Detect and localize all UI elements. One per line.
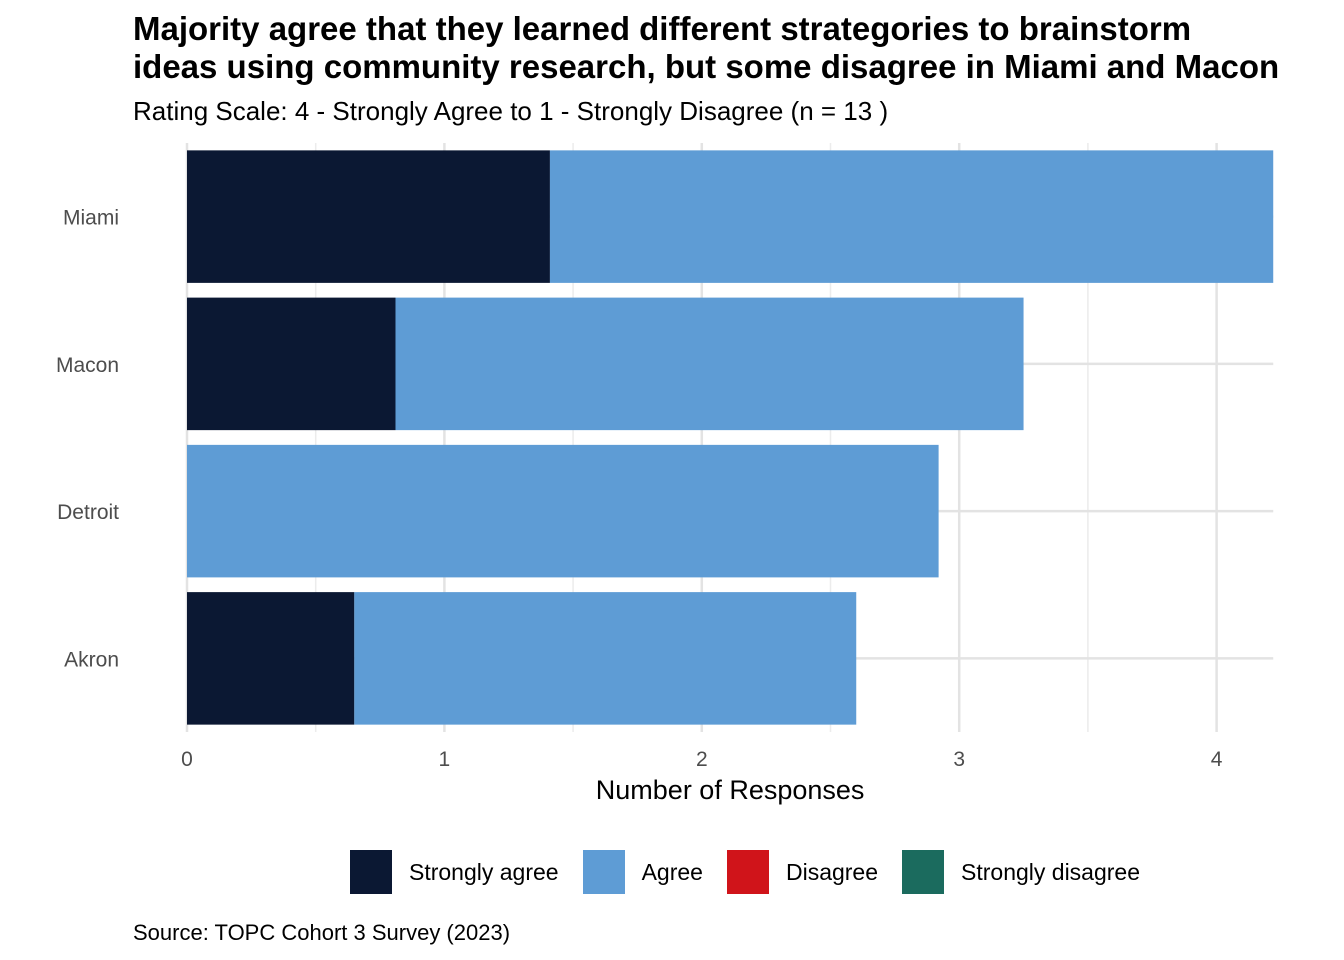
x-tick-label: 1 (439, 748, 451, 771)
legend-label-strongly-agree: Strongly agree (409, 858, 559, 885)
x-tick-label: 4 (1211, 748, 1223, 771)
x-axis-title: Number of Responses (596, 775, 865, 805)
y-tick-label-macon: Macon (56, 354, 119, 377)
x-tick-label: 0 (181, 748, 193, 771)
legend-key-strongly-disagree (902, 850, 945, 894)
y-tick-label-miami: Miami (63, 207, 119, 230)
bar-akron-strongly-agree (187, 592, 355, 725)
legend-label-agree: Agree (641, 858, 703, 885)
chart-title: Majority agree that they learned differe… (133, 10, 1344, 86)
bar-macon-agree (395, 297, 1024, 431)
legend: Strongly agree Agree Disagree Strongly d… (350, 850, 1164, 894)
legend-label-strongly-disagree: Strongly disagree (961, 858, 1141, 885)
y-tick-label-akron: Akron (64, 648, 119, 671)
x-tick-label: 3 (953, 748, 965, 771)
chart-title-line-2: ideas using community research, but some… (133, 48, 1280, 85)
legend-key-disagree (726, 850, 769, 894)
legend-item-disagree: Disagree (726, 850, 879, 894)
legend-item-strongly-agree: Strongly agree (350, 850, 559, 894)
bar-macon-strongly-agree (187, 297, 396, 431)
legend-item-agree: Agree (582, 850, 703, 894)
bar-miami-strongly-agree (187, 150, 550, 283)
legend-key-strongly-agree (350, 850, 392, 894)
legend-key-agree (582, 850, 625, 894)
x-tick-label: 2 (696, 748, 708, 771)
bar-detroit-agree (187, 444, 939, 578)
chart-title-line-1: Majority agree that they learned differe… (133, 10, 1192, 47)
bar-miami-agree (549, 150, 1274, 283)
chart-caption: Source: TOPC Cohort 3 Survey (2023) (133, 920, 511, 945)
legend-label-disagree: Disagree (785, 858, 879, 885)
legend-item-strongly-disagree: Strongly disagree (902, 850, 1140, 894)
bar-akron-agree (354, 592, 857, 725)
chart-subtitle: Rating Scale: 4 - Strongly Agree to 1 - … (133, 96, 889, 126)
y-tick-label-detroit: Detroit (57, 501, 119, 524)
